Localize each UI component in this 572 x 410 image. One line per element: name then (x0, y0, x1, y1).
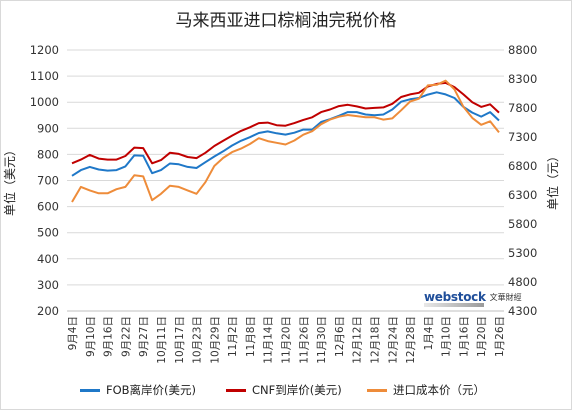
x-tick-label: 10月17日 (174, 316, 186, 364)
left-tick-label: 800 (37, 147, 59, 161)
right-axis-ticks: 4300 4800 5300 5800 6300 6800 7300 7800 8300 8800 (508, 43, 537, 318)
x-axis-ticks: 9月4日 9月10日 9月16日 9月22日 9月27日 10月11日 10月17日 10月2… (67, 316, 506, 364)
watermark-logo: webstock 文華財經 (424, 287, 522, 307)
legend-label-cost: 进口成本价（元） (393, 383, 485, 397)
left-tick-label: 300 (37, 278, 59, 292)
left-tick-label: 600 (37, 200, 59, 214)
right-tick-label: 8300 (508, 72, 537, 86)
series-line-1 (71, 81, 500, 165)
left-tick-label: 900 (37, 121, 59, 135)
x-tick-label: 12月12日 (352, 316, 364, 364)
left-tick-label: 700 (37, 174, 59, 188)
right-tick-label: 7800 (508, 101, 537, 115)
x-tick-label: 1月4日 (423, 316, 435, 350)
right-tick-label: 6800 (508, 159, 537, 173)
series-line-0 (71, 91, 500, 177)
x-tick-label: 10月29日 (209, 316, 221, 364)
x-tick-label: 9月10日 (85, 316, 97, 357)
left-tick-label: 400 (37, 252, 59, 266)
legend-item-fob: FOB离岸价(美元) (80, 380, 196, 400)
x-tick-label: 1月20日 (476, 316, 488, 357)
legend-swatch-cost (367, 388, 387, 392)
legend-label-cnf: CNF到岸价(美元) (252, 383, 342, 397)
series-line-2 (71, 79, 500, 203)
legend-swatch-cnf (226, 388, 246, 392)
x-tick-label: 9月27日 (138, 316, 150, 357)
x-tick-label: 11月2日 (227, 316, 239, 357)
right-tick-label: 5300 (508, 246, 537, 260)
x-tick-label: 1月10日 (441, 316, 453, 357)
watermark-underline (424, 303, 484, 307)
grid-layer (67, 49, 504, 312)
x-tick-label: 9月22日 (120, 316, 132, 357)
x-tick-label: 1月26日 (494, 316, 506, 357)
left-tick-label: 1000 (30, 95, 59, 109)
x-tick-label: 11月14日 (263, 316, 275, 364)
x-tick-label: 12月24日 (387, 316, 399, 364)
x-tick-label: 1月16日 (458, 316, 470, 357)
legend-swatch-fob (80, 388, 100, 392)
x-tick-label: 12月28日 (405, 316, 417, 364)
x-tick-label: 11月8日 (245, 316, 257, 357)
watermark-brand: webstock (424, 290, 486, 304)
x-tick-label: 10月23日 (192, 316, 204, 364)
legend-label-fob: FOB离岸价(美元) (106, 383, 197, 397)
left-axis-title: 单位（美元） (2, 144, 17, 216)
left-tick-label: 1200 (30, 43, 59, 57)
right-axis-title: 单位（元） (545, 150, 560, 210)
left-tick-label: 1100 (30, 69, 59, 83)
x-tick-label: 9月16日 (103, 316, 115, 357)
x-tick-label: 12月18日 (369, 316, 381, 364)
legend-item-cnf: CNF到岸价(美元) (226, 380, 342, 400)
chart-title: 马来西亚进口棕榈油完税价格 (175, 11, 397, 31)
series-layer (71, 79, 500, 203)
right-tick-label: 6300 (508, 188, 537, 202)
legend-item-cost: 进口成本价（元） (367, 380, 485, 400)
right-tick-label: 4300 (508, 304, 537, 318)
x-tick-label: 11月30日 (316, 316, 328, 364)
left-tick-label: 200 (37, 304, 59, 318)
x-tick-label: 10月11日 (156, 316, 168, 364)
right-tick-label: 8800 (508, 43, 537, 57)
watermark-sub: 文華財經 (489, 292, 522, 302)
left-axis-ticks: 200 300 400 500 600 700 800 900 1000 1100 1200 (30, 43, 59, 318)
right-tick-label: 5800 (508, 217, 537, 231)
right-tick-label: 4800 (508, 275, 537, 289)
right-tick-label: 7300 (508, 130, 537, 144)
left-tick-label: 500 (37, 226, 59, 240)
x-tick-label: 12月6日 (334, 316, 346, 357)
x-tick-label: 11月26日 (298, 316, 310, 364)
chart-legend: FOB离岸价(美元) CNF到岸价(美元) 进口成本价（元） (0, 380, 572, 400)
x-tick-label: 11月20日 (281, 316, 293, 364)
x-tick-label: 9月4日 (67, 316, 79, 350)
